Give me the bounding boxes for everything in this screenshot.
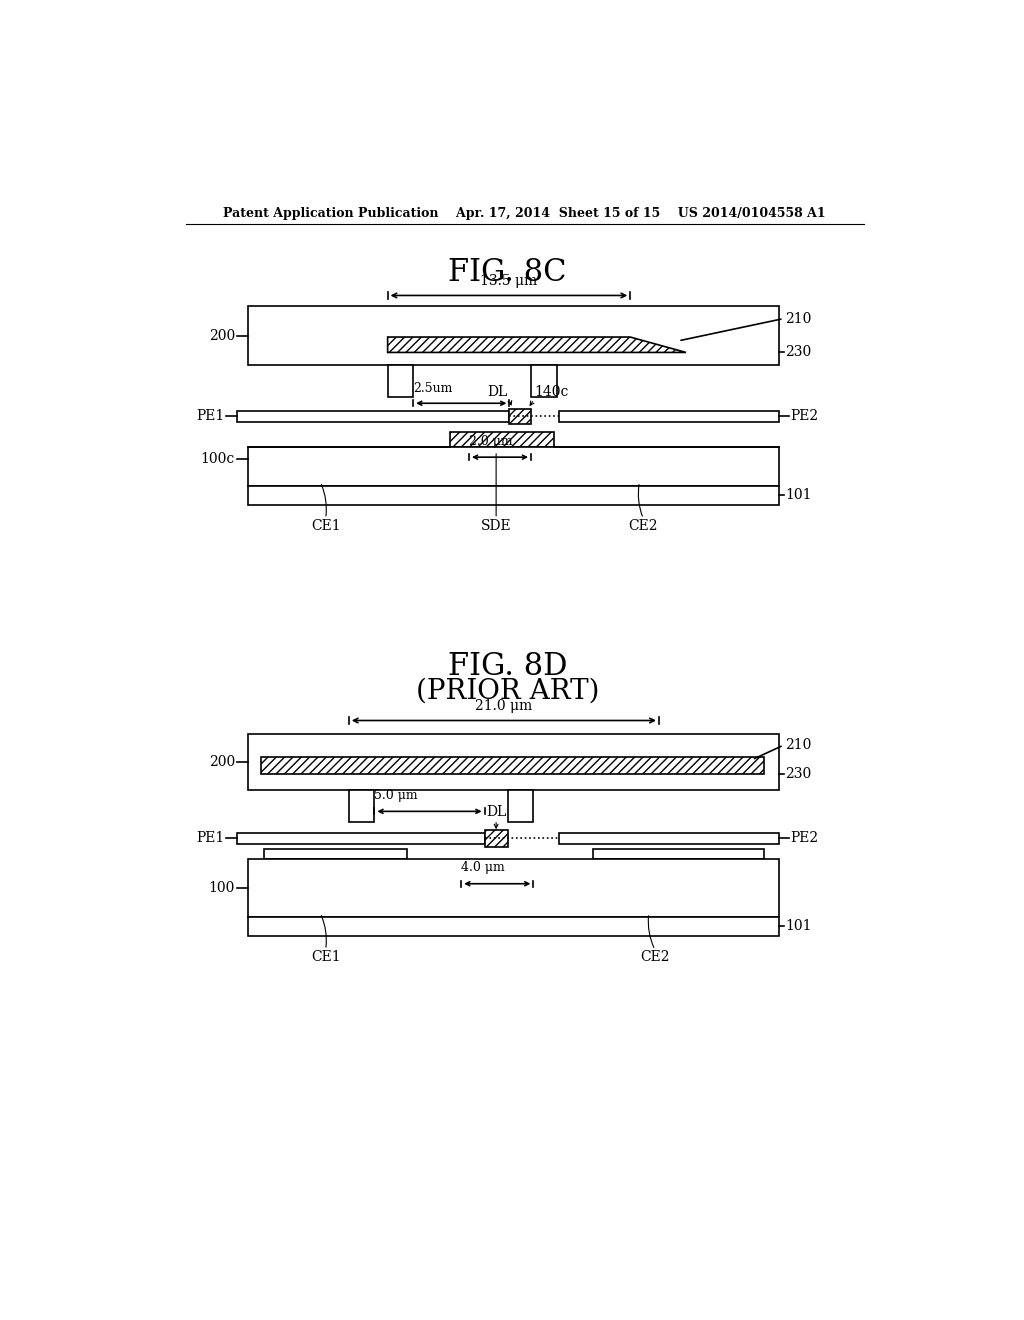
Text: 230: 230 — [785, 346, 811, 359]
Text: 13.5 μm: 13.5 μm — [480, 273, 538, 288]
Text: 230: 230 — [785, 767, 811, 781]
Text: 210: 210 — [785, 312, 812, 326]
Bar — [248, 859, 779, 917]
Bar — [248, 447, 779, 486]
Text: 4.0 μm: 4.0 μm — [461, 862, 505, 874]
Text: 100c: 100c — [201, 451, 234, 466]
Text: 101: 101 — [785, 488, 812, 502]
Text: PE2: PE2 — [791, 832, 819, 845]
Text: CE2: CE2 — [629, 519, 658, 533]
Bar — [450, 432, 554, 447]
Polygon shape — [388, 337, 686, 352]
Text: 21.0 μm: 21.0 μm — [475, 698, 532, 713]
Text: Patent Application Publication    Apr. 17, 2014  Sheet 15 of 15    US 2014/01045: Patent Application Publication Apr. 17, … — [223, 207, 826, 220]
Bar — [248, 734, 779, 789]
Text: 5.0 μm: 5.0 μm — [375, 789, 418, 803]
Bar — [263, 849, 407, 859]
Text: PE1: PE1 — [197, 409, 225, 424]
Text: SDE: SDE — [481, 519, 511, 533]
Bar — [248, 306, 779, 364]
Text: PE1: PE1 — [197, 832, 225, 845]
Text: 210: 210 — [785, 738, 812, 752]
Text: 2.5um: 2.5um — [414, 381, 453, 395]
Text: CE2: CE2 — [640, 950, 670, 964]
Text: 100: 100 — [209, 882, 234, 895]
Bar — [237, 411, 509, 422]
Text: 101: 101 — [785, 919, 812, 933]
Bar — [559, 411, 779, 422]
Text: DL: DL — [486, 805, 506, 818]
Bar — [531, 364, 557, 397]
Text: 2.0 μm: 2.0 μm — [469, 434, 513, 447]
Text: CE1: CE1 — [311, 519, 340, 533]
Text: PE2: PE2 — [791, 409, 819, 424]
Text: (PRIOR ART): (PRIOR ART) — [416, 677, 599, 705]
Text: DL: DL — [487, 384, 508, 399]
Bar — [349, 789, 375, 822]
Text: FIG. 8C: FIG. 8C — [449, 257, 567, 288]
Text: 200: 200 — [209, 329, 234, 342]
Text: FIG. 8D: FIG. 8D — [449, 651, 567, 682]
Bar — [508, 789, 534, 822]
Text: CE1: CE1 — [311, 950, 340, 964]
Bar — [237, 833, 484, 843]
Bar — [509, 409, 531, 424]
Bar — [559, 833, 779, 843]
Bar — [484, 830, 508, 847]
Text: 200: 200 — [209, 755, 234, 770]
Bar — [593, 849, 764, 859]
Polygon shape — [261, 758, 764, 775]
Bar — [388, 364, 414, 397]
Bar — [248, 917, 779, 936]
Bar — [248, 486, 779, 506]
Text: 140c: 140c — [535, 384, 568, 399]
